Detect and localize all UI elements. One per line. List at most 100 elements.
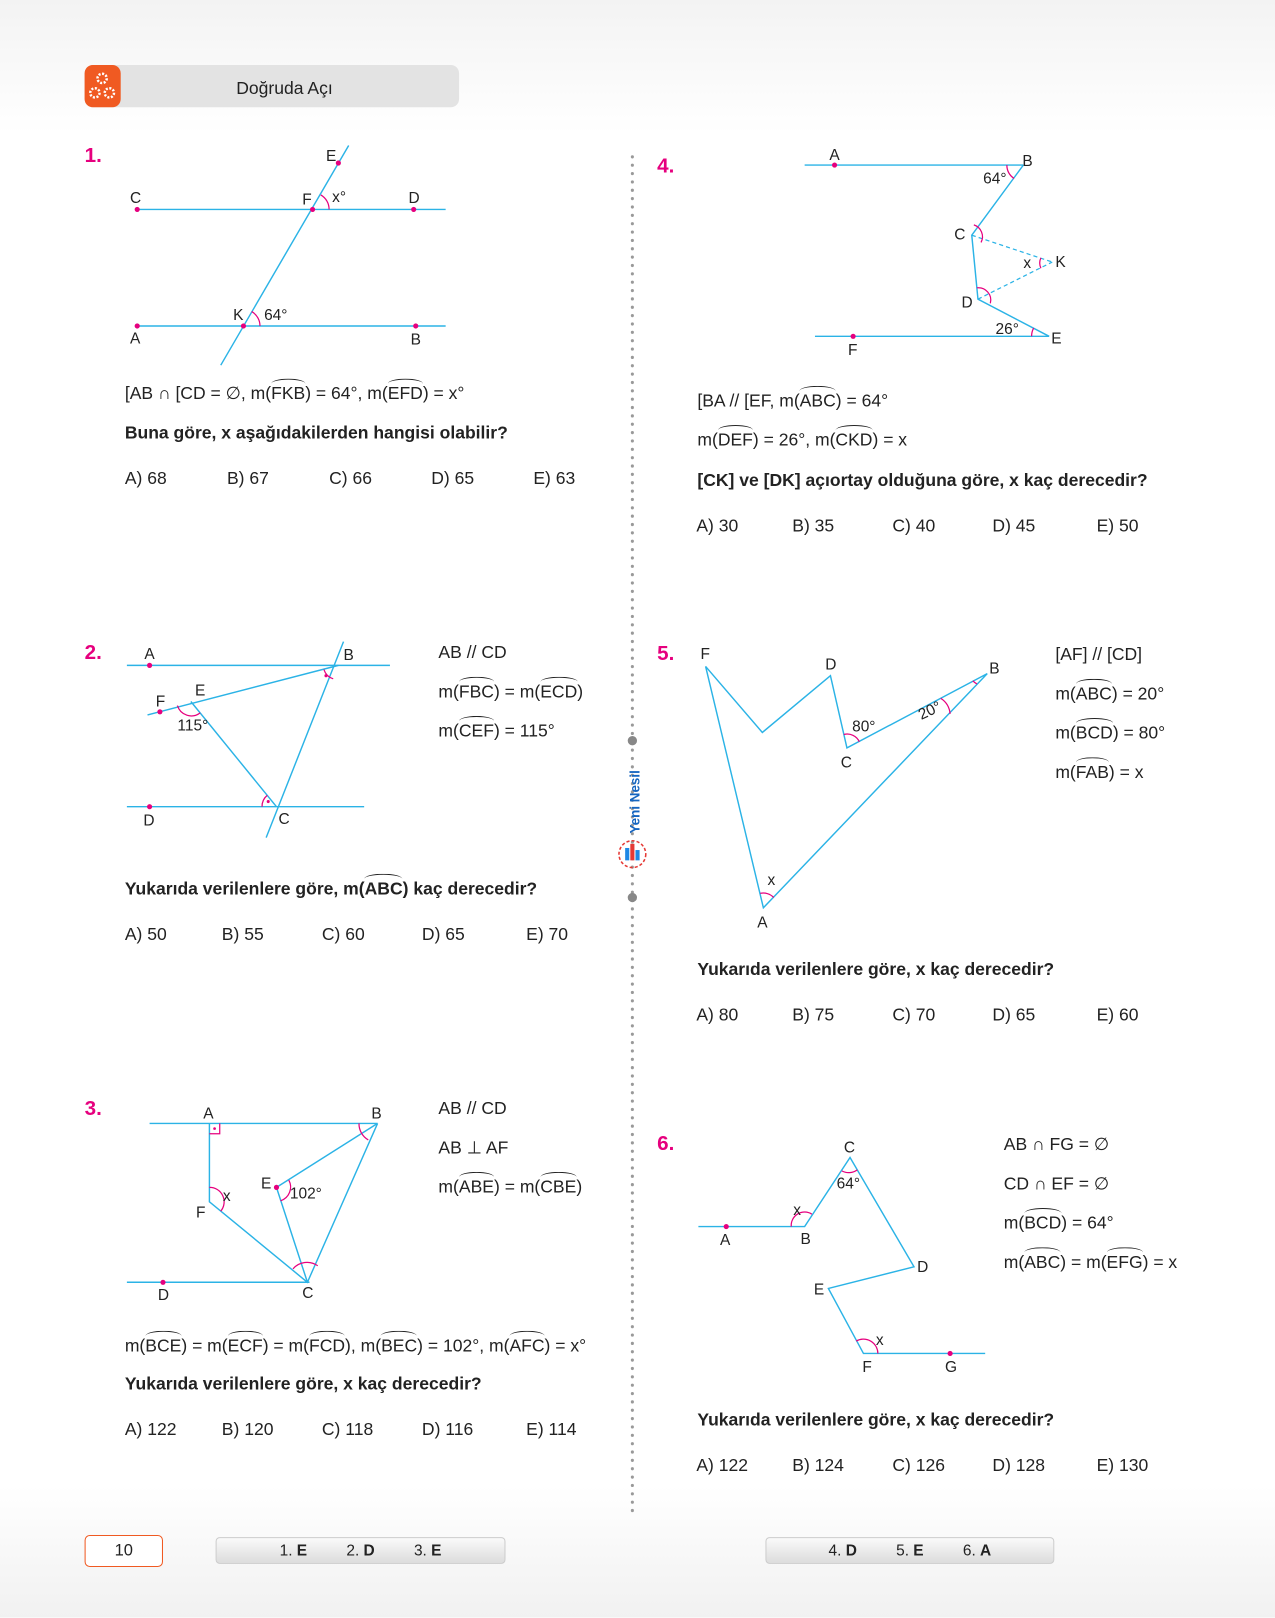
angle-name: ABC <box>1075 678 1112 704</box>
answer-option[interactable]: B) 120 <box>221 1419 274 1440</box>
text-segment: ) = m( <box>1060 1252 1107 1272</box>
answer-option[interactable]: B) 75 <box>792 1004 835 1025</box>
text-segment: m( <box>438 1177 459 1197</box>
answer-option[interactable]: A) 50 <box>124 924 167 944</box>
point-label: A <box>757 914 768 931</box>
q3-given: AB // CD <box>438 1099 506 1120</box>
angle-name: BEC <box>381 1330 418 1356</box>
q3-given: AB ⊥ AF <box>438 1138 508 1159</box>
answer-option[interactable]: E) 70 <box>526 924 569 944</box>
text-segment: ) = 20° <box>1111 683 1165 704</box>
answer-option[interactable]: C) 126 <box>892 1455 945 1476</box>
point-label: E <box>1051 331 1061 348</box>
angle-name: CEF <box>458 715 494 741</box>
answer-number: 1. <box>279 1541 293 1560</box>
answer-option[interactable]: A) 122 <box>696 1455 749 1476</box>
text-segment: ) = m( <box>493 1177 541 1197</box>
q6-question: Yukarıda verilenlere göre, x kaç dereced… <box>697 1410 1055 1430</box>
answer-letter: D <box>845 1541 857 1560</box>
point-label: A <box>130 331 141 348</box>
answer-option[interactable]: C) 66 <box>329 468 372 488</box>
point-label: E <box>814 1282 824 1299</box>
point-label: F <box>848 342 857 359</box>
answer-option[interactable]: C) 60 <box>321 924 365 944</box>
point-label: D <box>825 657 836 674</box>
answer-option[interactable]: A) 80 <box>696 1004 739 1025</box>
angle-label: x <box>223 1188 231 1205</box>
text-segment: ) = 64° <box>1061 1213 1114 1233</box>
text-segment: AB // CD <box>438 1098 507 1119</box>
divider-dot <box>627 736 638 746</box>
answer-option[interactable]: A) 122 <box>124 1419 177 1440</box>
answer-option[interactable]: B) 35 <box>792 515 835 536</box>
q4-given: [BA // [EF, m(ABC) = 64° <box>697 385 888 412</box>
answer-option[interactable]: B) 55 <box>221 924 264 944</box>
answer-number: 3. <box>413 1541 427 1560</box>
answer-option[interactable]: A) 30 <box>696 515 739 536</box>
answer-option[interactable]: E) 63 <box>533 468 576 488</box>
answer-option[interactable]: E) 50 <box>1096 515 1139 536</box>
answer-key-item: 3. E <box>414 1542 442 1560</box>
text-segment: ) = m( <box>262 1335 309 1356</box>
point-label: B <box>801 1231 811 1248</box>
answer-option[interactable]: D) 45 <box>992 515 1036 536</box>
angle-label: x° <box>332 189 346 206</box>
answer-option[interactable]: E) 130 <box>1096 1455 1149 1476</box>
answer-option[interactable]: D) 116 <box>421 1419 474 1440</box>
answer-option[interactable]: B) 124 <box>792 1455 844 1476</box>
answer-option[interactable]: C) 118 <box>321 1419 374 1440</box>
question-number: 3. <box>84 1097 102 1121</box>
point-label: D <box>143 812 154 829</box>
text-segment: m( <box>124 1335 146 1356</box>
text-segment: ) = m( <box>181 1335 228 1356</box>
angle-name: EFD <box>387 378 423 404</box>
text-segment: m( <box>697 430 718 450</box>
answer-option[interactable]: D) 65 <box>992 1004 1036 1025</box>
q3-given-line: m(BCE) = m(ECF) = m(FCD), m(BEC) = 102°,… <box>124 1330 586 1357</box>
point-label: C <box>954 226 965 243</box>
answer-number: 4. <box>828 1541 842 1560</box>
q1-diagram: E C F x° D K 64° A B <box>130 145 446 366</box>
text-segment: m( <box>1055 683 1076 704</box>
question-number: 5. <box>657 642 675 666</box>
answer-option[interactable]: D) 65 <box>431 468 475 488</box>
header-bar <box>84 64 460 108</box>
answer-option[interactable]: E) 114 <box>526 1419 577 1440</box>
answer-option[interactable]: C) 40 <box>892 515 936 536</box>
text-segment: ) = 80° <box>1112 723 1166 743</box>
question-number: 1. <box>84 144 102 168</box>
answer-key-item: 2. D <box>346 1542 374 1560</box>
answer-option[interactable]: C) 70 <box>892 1004 936 1025</box>
answer-option[interactable]: A) 68 <box>124 468 167 488</box>
answer-option[interactable]: B) 67 <box>226 468 269 488</box>
text-segment: m( <box>438 721 459 741</box>
angle-name: FKB <box>271 378 306 404</box>
text-segment: Yukarıda verilenlere göre, m( <box>124 878 365 899</box>
q6-given: m(ABC) = m(EFG) = x <box>1004 1247 1177 1273</box>
text-segment: ) kaç derecedir? <box>402 878 538 899</box>
q6-given: m(BCD) = 64° <box>1004 1208 1114 1234</box>
text-segment: ) = x <box>1108 762 1144 782</box>
text-segment: ) = 115° <box>493 721 555 741</box>
q2-diagram: A B F E 115° D C <box>126 641 390 838</box>
q3-diagram: A B E 102° x F D C <box>126 1105 382 1304</box>
point-label: D <box>917 1259 928 1276</box>
point-label: F <box>156 694 165 711</box>
answer-option[interactable]: D) 65 <box>421 924 465 944</box>
answer-key-item: 6. A <box>963 1542 991 1560</box>
page-number: 10 <box>84 1535 163 1568</box>
q2-given: m(FBC) = m(ECD) <box>438 676 583 703</box>
answer-option[interactable]: D) 128 <box>992 1455 1046 1476</box>
angle-label: 20° <box>916 698 944 723</box>
answer-option[interactable]: E) 60 <box>1096 1004 1139 1025</box>
point-label: E <box>261 1175 271 1192</box>
point-label: C <box>130 190 141 207</box>
q4-question: [CK] ve [DK] açıortay olduğuna göre, x k… <box>697 470 1148 491</box>
point-label: F <box>196 1204 205 1221</box>
angle-name: ABE <box>458 1171 495 1197</box>
angle-label: 80° <box>852 718 875 735</box>
point-label: A <box>144 646 155 663</box>
point-label: C <box>844 1139 855 1156</box>
text-segment: ) = 26°, m( <box>752 430 836 450</box>
